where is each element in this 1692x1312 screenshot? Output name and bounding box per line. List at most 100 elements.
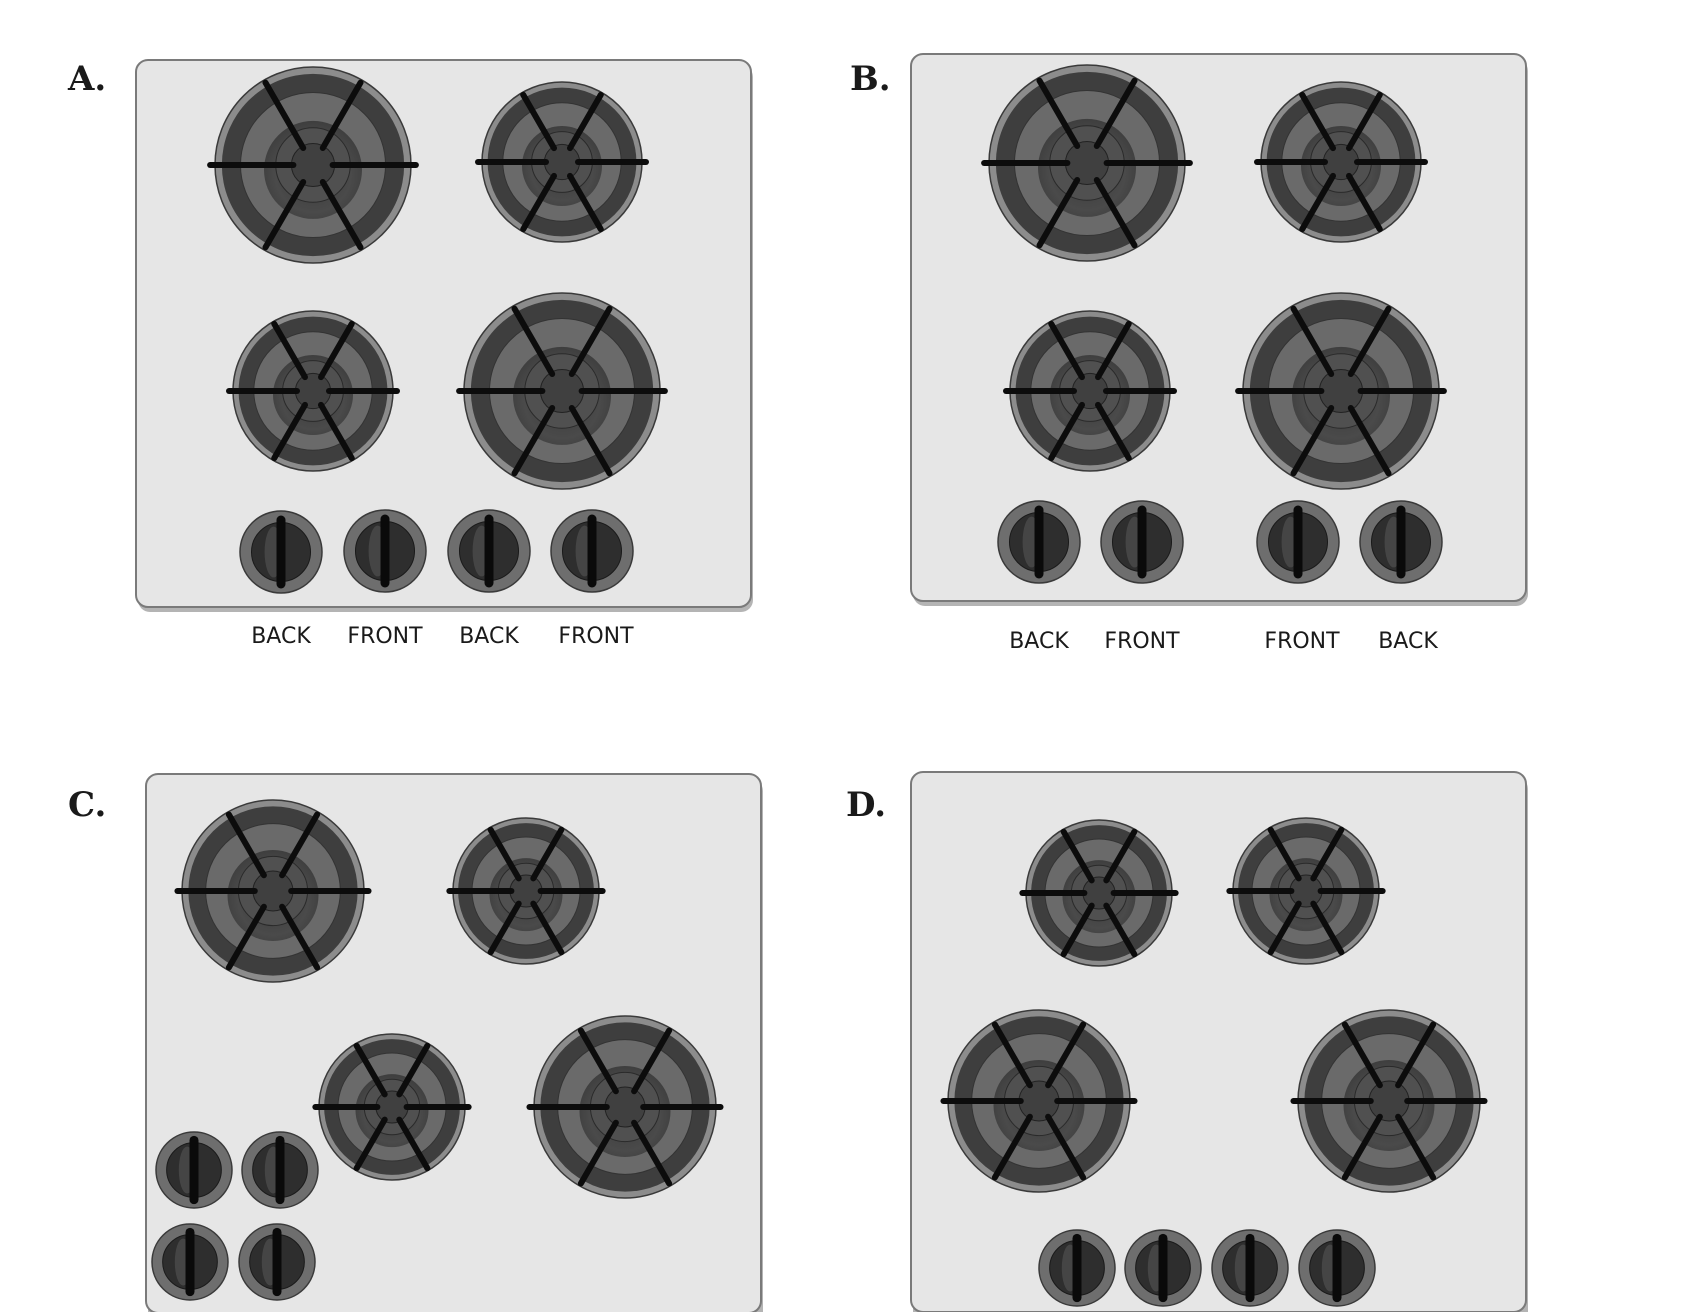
knob-label-b-4: BACK	[1378, 629, 1438, 654]
knob[interactable]	[1359, 500, 1443, 584]
burner-cap	[604, 1086, 646, 1128]
knob-label-b-2: FRONT	[1104, 629, 1180, 654]
knob[interactable]	[447, 509, 531, 593]
knob[interactable]	[241, 1131, 319, 1209]
knob-label-a-4: FRONT	[558, 624, 634, 649]
knob[interactable]	[155, 1131, 233, 1209]
panel-letter-c: C.	[68, 785, 106, 825]
grate-arm	[520, 172, 557, 233]
burner-cap	[509, 874, 543, 908]
knob[interactable]	[997, 500, 1081, 584]
burner-cap	[1289, 874, 1323, 908]
panel-letter-d: D.	[846, 785, 886, 825]
grate-arm	[1341, 1021, 1383, 1089]
panel-c: C.	[68, 773, 763, 1312]
grate-arm	[1048, 320, 1085, 381]
burner-cap	[1082, 876, 1116, 910]
grate-arm	[567, 91, 604, 152]
knob[interactable]	[1124, 1229, 1202, 1307]
knob[interactable]	[238, 1223, 316, 1301]
grate-arm	[262, 79, 307, 152]
grate-arm	[318, 401, 355, 462]
grate-arm	[271, 320, 308, 381]
burner-cap	[1071, 372, 1109, 410]
burner-cap	[539, 368, 585, 414]
knob[interactable]	[239, 510, 323, 594]
burner-cap	[294, 372, 332, 410]
knob[interactable]	[1211, 1229, 1289, 1307]
grate-arm	[279, 811, 321, 879]
panel-d: D.	[846, 771, 1528, 1312]
grate-arm	[631, 1119, 673, 1187]
burner	[1019, 819, 1179, 967]
grate-arm	[1290, 305, 1335, 378]
grate-arm	[1347, 404, 1392, 477]
knob-label-a-2: FRONT	[347, 624, 423, 649]
grate-arm	[530, 826, 565, 882]
grate-arm	[279, 903, 321, 971]
grate-arm	[1346, 172, 1383, 233]
grate-arm	[1299, 172, 1336, 233]
knob-label-a-3: BACK	[459, 624, 519, 649]
grate-arm	[1346, 91, 1383, 152]
burner	[526, 1015, 724, 1199]
grate-arm	[1095, 401, 1132, 462]
burner-cap	[1318, 368, 1364, 414]
burner	[456, 292, 668, 490]
grate-arm	[487, 900, 522, 956]
knob-label-b-3: FRONT	[1264, 629, 1340, 654]
grate-arm	[577, 1027, 619, 1095]
burner-cap	[375, 1090, 409, 1124]
knob[interactable]	[550, 509, 634, 593]
grate-arm	[396, 1116, 431, 1172]
grate-arm	[225, 903, 267, 971]
grate-arm	[1395, 1113, 1437, 1181]
grate-arm	[1036, 77, 1081, 150]
grate-arm	[1347, 305, 1392, 378]
grate-arm	[1060, 828, 1095, 884]
grate-arm	[1267, 826, 1302, 882]
grate-arm	[991, 1113, 1033, 1181]
burner	[940, 1009, 1138, 1193]
grate-arm	[487, 826, 522, 882]
grate-arm	[318, 320, 355, 381]
knob[interactable]	[1256, 500, 1340, 584]
grate-arm	[319, 178, 364, 251]
burner	[1254, 81, 1428, 243]
panel-letter-a: A.	[67, 59, 106, 99]
burner	[446, 817, 606, 965]
panel-a: A. BACK FRONT BACK FRONT	[67, 59, 753, 649]
knob-label-a-1: BACK	[251, 624, 311, 649]
grate-arm	[396, 1042, 431, 1098]
grate-arm	[511, 305, 556, 378]
grate-arm	[1048, 401, 1085, 462]
grate-arm	[568, 305, 613, 378]
grate-arm	[225, 811, 267, 879]
burner-cap	[1018, 1080, 1060, 1122]
burner	[1290, 1009, 1488, 1193]
grate-arm	[1267, 900, 1302, 956]
grate-arm	[1093, 77, 1138, 150]
knob[interactable]	[1298, 1229, 1376, 1307]
burner	[207, 66, 419, 264]
grate-arm	[1310, 826, 1345, 882]
panel-letter-b: B.	[850, 59, 891, 99]
grate-arm	[1036, 176, 1081, 249]
grate-arm	[353, 1042, 388, 1098]
knob[interactable]	[1100, 500, 1184, 584]
grate-arm	[262, 178, 307, 251]
burner	[174, 799, 372, 983]
knob[interactable]	[343, 509, 427, 593]
grate-arm	[1103, 902, 1138, 958]
grate-arm	[1290, 404, 1335, 477]
knob[interactable]	[151, 1223, 229, 1301]
knob[interactable]	[1038, 1229, 1116, 1307]
grate-arm	[631, 1027, 673, 1095]
grate-arm	[577, 1119, 619, 1187]
burner	[226, 310, 400, 472]
panel-b: B. BACK FRONT FRONT BACK	[850, 53, 1528, 654]
burner	[1226, 817, 1386, 965]
grate-arm	[511, 404, 556, 477]
grate-arm	[271, 401, 308, 462]
